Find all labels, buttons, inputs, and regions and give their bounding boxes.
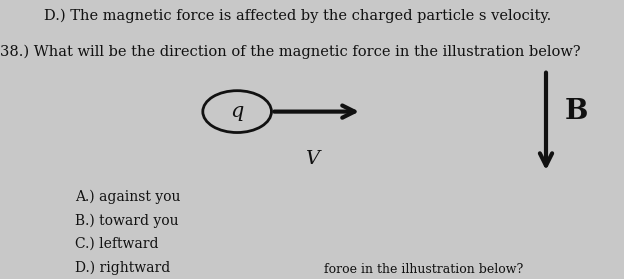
Text: foroe in the ilhustration below?: foroe in the ilhustration below? [324,263,524,276]
Text: B: B [565,98,588,125]
Text: q: q [230,102,244,121]
Text: 38.) What will be the direction of the magnetic force in the illustration below?: 38.) What will be the direction of the m… [0,45,580,59]
Text: C.) leftward: C.) leftward [75,237,158,251]
Text: B.) toward you: B.) toward you [75,213,178,228]
Text: D.) rightward: D.) rightward [75,261,170,275]
Text: A.) against you: A.) against you [75,190,180,204]
Text: V: V [305,150,319,168]
Text: D.) The magnetic force is affected by the charged particle s velocity.: D.) The magnetic force is affected by th… [44,8,551,23]
